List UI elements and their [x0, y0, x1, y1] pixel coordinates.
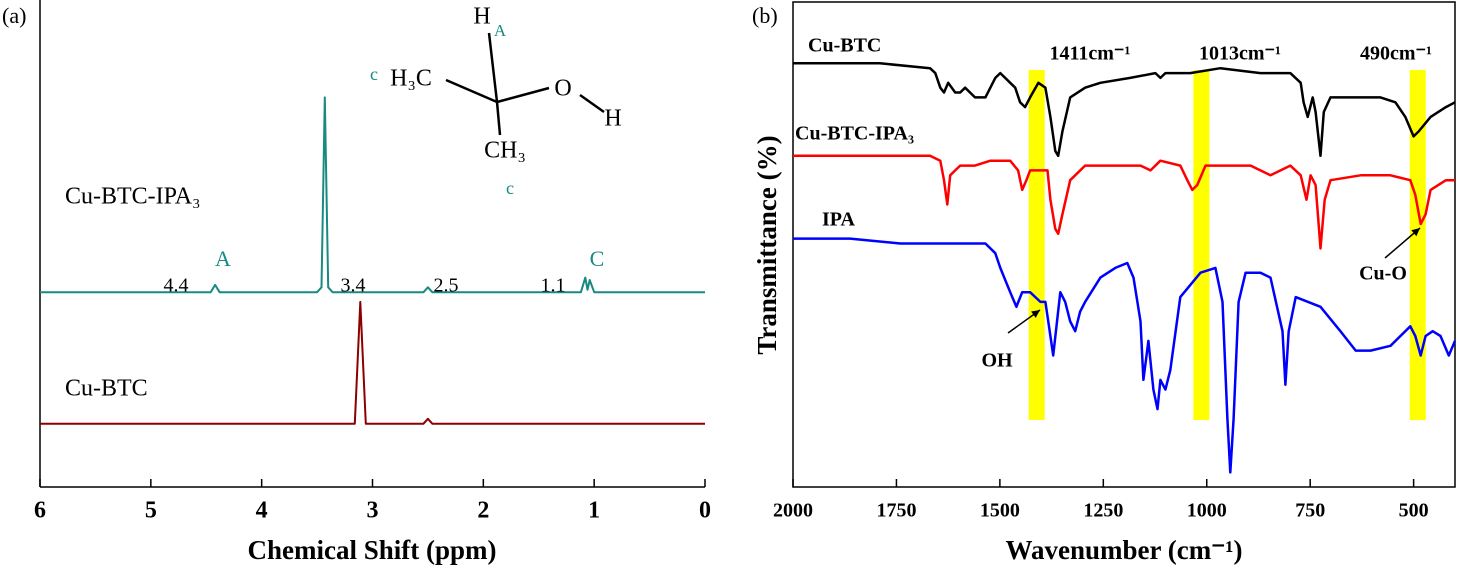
- annotation: 2.5: [434, 275, 459, 297]
- annotation: A: [215, 246, 231, 271]
- series-label: Cu-BTC: [65, 376, 148, 402]
- x-tick-label: 1: [588, 498, 600, 524]
- arrow-head: [1411, 228, 1420, 237]
- structure-label: A: [494, 21, 507, 40]
- x-axis-label: Chemical Shift (ppm): [248, 535, 497, 565]
- x-tick-label: 6: [34, 498, 46, 524]
- structure-label: c: [370, 64, 378, 84]
- series-line: [793, 154, 1455, 250]
- highlight-band: [1193, 70, 1210, 420]
- annotation: OH: [981, 350, 1013, 372]
- highlight-label: 1411cm⁻¹: [1050, 43, 1131, 65]
- x-tick-label: 1000: [1187, 500, 1227, 522]
- panel: 1411cm⁻¹ 1013cm⁻¹ 490cm⁻¹ 2000 1750 1500 1250 1…: [752, 1, 1457, 565]
- structure-label: CH₃: [484, 138, 526, 164]
- annotation: 3.4: [341, 275, 366, 297]
- arrow-head: [1031, 310, 1040, 318]
- x-tick-label: 0: [699, 498, 711, 524]
- annotation: 4.4: [164, 275, 189, 297]
- x-tick-label: 1750: [876, 500, 916, 522]
- x-tick-label: 3: [367, 498, 379, 524]
- x-tick-label: 500: [1399, 500, 1429, 522]
- highlight-band: [1409, 70, 1426, 420]
- series-label: IPA: [822, 209, 856, 231]
- x-axis-label: Wavenumber (cm⁻¹): [1005, 535, 1242, 565]
- structure-label: H₃C: [390, 66, 432, 92]
- series-label: Cu-BTC-IPA₃: [795, 123, 914, 145]
- x-tick-label: 750: [1295, 500, 1325, 522]
- series-line: [40, 300, 705, 425]
- x-tick-label: 2: [477, 498, 489, 524]
- structure-label: c: [506, 178, 514, 198]
- series-line: [793, 237, 1457, 474]
- panel-label: (b): [752, 3, 778, 28]
- annotation: Cu-O: [1359, 263, 1407, 285]
- highlight-label: 1013cm⁻¹: [1199, 43, 1281, 65]
- series-label: Cu-BTC-IPA₃: [65, 184, 201, 210]
- x-tick-label: 1500: [980, 500, 1020, 522]
- annotation: C: [590, 246, 605, 271]
- structure-label: O: [554, 76, 571, 102]
- plot-frame: [792, 1, 1456, 488]
- x-tick-label: 5: [145, 498, 157, 524]
- x-tick-label: 2000: [773, 500, 813, 522]
- molecule-bonds: [445, 32, 605, 136]
- highlight-label: 490cm⁻¹: [1360, 43, 1432, 65]
- x-tick-label: 4: [256, 498, 268, 524]
- x-tick-label: 1250: [1083, 500, 1123, 522]
- annotation: 1.1: [541, 275, 566, 297]
- highlight-band: [1028, 70, 1045, 420]
- series-line: [40, 96, 705, 294]
- series-line: [793, 62, 1456, 158]
- series-label: Cu-BTC: [808, 35, 881, 57]
- y-axis-label: Transmittance (%): [752, 135, 782, 354]
- structure-label: H: [473, 4, 490, 30]
- panel-label: (a): [2, 3, 26, 28]
- structure-label: H: [604, 106, 621, 132]
